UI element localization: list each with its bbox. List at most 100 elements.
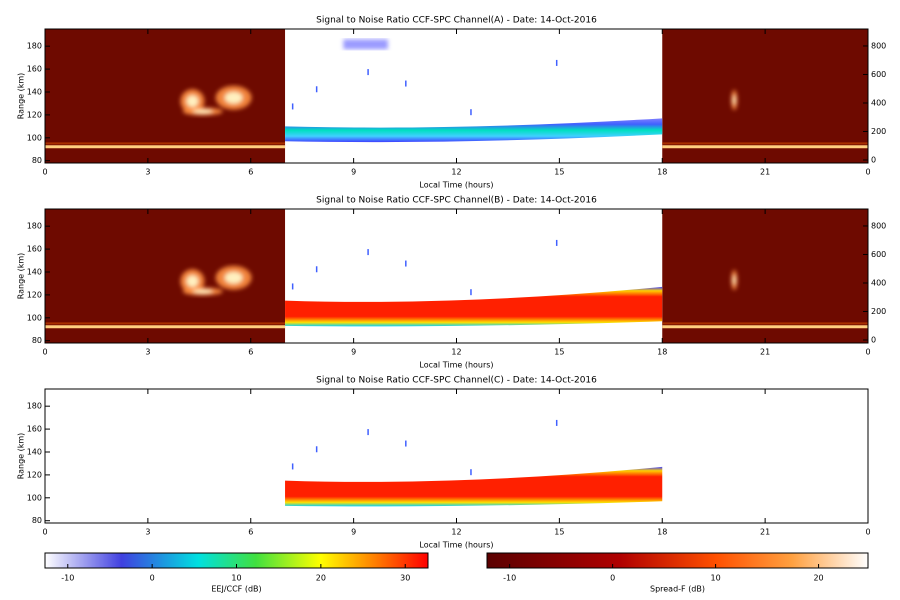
y2-tick-label: 0 [871, 336, 876, 345]
y-tick-label: 140 [27, 447, 42, 456]
y-axis-label: Range (km) [17, 433, 26, 480]
eej-echo [405, 80, 407, 87]
eej-band [285, 286, 663, 327]
x-tick-label: 15 [554, 348, 564, 357]
colorbar-tick-label: 20 [813, 574, 823, 583]
y2-tick-label: 200 [871, 127, 886, 136]
spread-f-layer [45, 145, 286, 149]
x-tick-label: 21 [760, 528, 770, 537]
x-tick-label: 21 [760, 168, 770, 177]
eej-echo [405, 440, 407, 447]
eej-echo [470, 469, 472, 476]
x-tick-label: 15 [554, 528, 564, 537]
panel-title: Signal to Noise Ratio CCF-SPC Channel(C)… [316, 376, 597, 386]
y-tick-label: 180 [27, 402, 42, 411]
eej-echo [291, 103, 294, 110]
y-tick-label: 140 [27, 267, 42, 276]
colorbar-tick-label: 0 [610, 574, 615, 583]
eej-echo [315, 446, 318, 453]
eej-echo [470, 109, 472, 116]
spread-f-blobs [180, 265, 738, 296]
x-tick-label: 0 [865, 348, 870, 357]
spread-f-layer [662, 322, 868, 325]
plot-area [45, 209, 868, 343]
spread-f-background [662, 209, 868, 343]
y-tick-label: 160 [27, 245, 42, 254]
colorbar [486, 552, 869, 569]
y2-tick-label: 800 [871, 41, 886, 50]
blob-core [192, 289, 213, 294]
colorbar-tick-label: -10 [503, 574, 516, 583]
eej-band [285, 118, 663, 143]
spread-f-blobs [180, 85, 738, 116]
y-tick-label: 100 [27, 313, 42, 322]
x-tick-label: 0 [865, 528, 870, 537]
y-tick-label: 80 [32, 336, 42, 345]
x-tick-label: 18 [657, 348, 667, 357]
eej-echo [291, 283, 294, 290]
blob-core [192, 109, 213, 114]
y2-tick-label: 400 [871, 278, 886, 287]
x-tick-label: 18 [657, 168, 667, 177]
y-tick-label: 140 [27, 87, 42, 96]
colorbar-label: Spread-F (dB) [650, 585, 705, 594]
blob-core [732, 95, 736, 106]
eej-echo [367, 249, 369, 256]
spread-f-layer [662, 142, 868, 145]
x-tick-label: 6 [248, 348, 253, 357]
spread-f-layer [45, 325, 286, 329]
eej-echo [555, 419, 558, 426]
x-tick-label: 3 [145, 348, 150, 357]
x-tick-label: 12 [451, 348, 461, 357]
colorbar-tick-label: 20 [316, 574, 326, 583]
y-tick-label: 180 [27, 42, 42, 51]
plot-area [285, 419, 663, 507]
eej-echo [315, 86, 318, 93]
eej-band [285, 466, 663, 507]
x-tick-label: 0 [865, 168, 870, 177]
x-axis-label: Local Time (hours) [419, 541, 493, 550]
spread-f-layer [45, 142, 286, 145]
y-axis-label: Range (km) [17, 73, 26, 120]
eej-echo [367, 429, 369, 436]
eej-echo [367, 69, 369, 76]
blob-core [224, 271, 243, 284]
y-tick-label: 80 [32, 156, 42, 165]
x-tick-label: 9 [351, 528, 356, 537]
eej-echo [555, 59, 558, 66]
panel-title: Signal to Noise Ratio CCF-SPC Channel(A)… [316, 16, 597, 26]
y2-tick-label: 600 [871, 250, 886, 259]
eej-echo [315, 266, 318, 273]
y-tick-label: 180 [27, 222, 42, 231]
y2-tick-label: 200 [871, 307, 886, 316]
spread-f-layer [45, 322, 286, 325]
x-tick-label: 15 [554, 168, 564, 177]
y2-tick-label: 400 [871, 98, 886, 107]
eej-echo [343, 39, 388, 50]
x-tick-label: 12 [451, 168, 461, 177]
x-tick-label: 6 [248, 528, 253, 537]
spread-f-layer [662, 145, 868, 149]
colorbar-tick-label: 0 [150, 574, 155, 583]
blob-core [186, 275, 199, 288]
x-tick-label: 21 [760, 348, 770, 357]
y2-tick-label: 600 [871, 70, 886, 79]
y2-tick-label: 800 [871, 221, 886, 230]
y2-tick-label: 0 [871, 156, 876, 165]
eej-echo [291, 463, 294, 470]
colorbar-label: EEJ/CCF (dB) [211, 585, 261, 594]
x-tick-label: 0 [42, 168, 47, 177]
x-tick-label: 3 [145, 168, 150, 177]
y-tick-label: 120 [27, 470, 42, 479]
blob-core [732, 275, 736, 286]
x-tick-label: 18 [657, 528, 667, 537]
panel-title: Signal to Noise Ratio CCF-SPC Channel(B)… [316, 196, 597, 206]
y-tick-label: 120 [27, 110, 42, 119]
x-tick-label: 6 [248, 168, 253, 177]
y-tick-label: 100 [27, 133, 42, 142]
spread-f-layer [662, 325, 868, 329]
x-tick-label: 3 [145, 528, 150, 537]
x-tick-label: 0 [42, 348, 47, 357]
y-tick-label: 160 [27, 425, 42, 434]
